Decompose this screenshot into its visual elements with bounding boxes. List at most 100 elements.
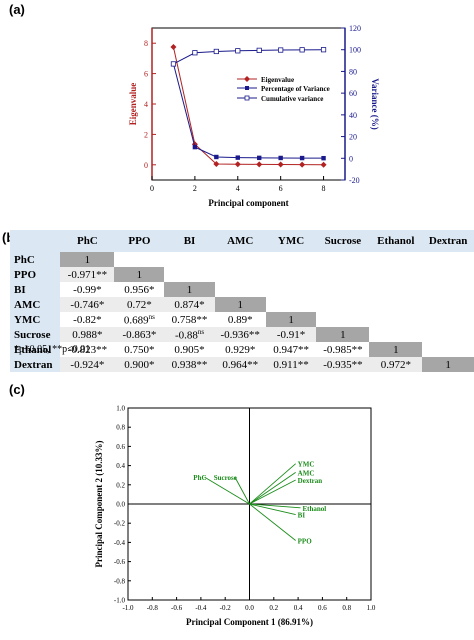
column-header: PPO xyxy=(114,230,165,252)
table-row: PhC 1 xyxy=(10,252,474,267)
empty-cell xyxy=(369,297,422,312)
empty-cell xyxy=(369,267,422,282)
correlation-cell: -0.82* xyxy=(73,313,102,326)
y2-tick-label: 120 xyxy=(349,24,361,33)
y-tick-label: -0.4 xyxy=(114,539,126,547)
empty-cell xyxy=(422,312,474,327)
vector-dextran xyxy=(249,479,296,505)
correlation-cell: -0.935** xyxy=(316,357,370,372)
x-tick-label: 0.4 xyxy=(294,604,303,612)
table-row: Ethanol -0.823** 0.750* 0.905* 0.929* 0.947**… xyxy=(10,342,474,357)
vector-label-ymc: YMC xyxy=(298,461,315,469)
empty-cell xyxy=(266,282,317,297)
vector-phc xyxy=(204,476,250,505)
empty-cell xyxy=(422,297,474,312)
legend-marker xyxy=(244,76,250,82)
correlation-cell: 0.874* xyxy=(164,297,215,312)
y-tick-label: 8 xyxy=(144,39,148,48)
cumulative-point xyxy=(192,50,198,56)
correlation-cell: 0.929* xyxy=(225,343,256,356)
x-axis-label: Principal Component 1 (86.91%) xyxy=(186,617,313,627)
empty-cell xyxy=(266,297,317,312)
column-header: BI xyxy=(164,230,215,252)
variance-point xyxy=(278,155,283,161)
y2-tick-label: 40 xyxy=(349,111,357,120)
x-tick-label: -0.6 xyxy=(171,604,183,612)
empty-cell xyxy=(316,252,369,267)
empty-cell xyxy=(316,282,369,297)
diagonal-cell: 1 xyxy=(316,327,370,342)
x-tick-label: 2 xyxy=(193,184,197,193)
vector-bi xyxy=(249,503,296,515)
y2-tick-label: 20 xyxy=(349,133,357,142)
table-footnote: *p<0.05, **p<0.01 xyxy=(14,344,91,355)
correlation-cell: -0.924* xyxy=(60,357,115,372)
y2-tick-label: -20 xyxy=(349,176,360,185)
vector-label-sucrose: Sucrose xyxy=(214,474,237,482)
x-tick-label: 0.6 xyxy=(318,604,327,612)
vector-amc xyxy=(249,471,296,505)
vector-label-bi: BI xyxy=(298,512,306,520)
y2-axis-label: Variance (%) xyxy=(370,78,380,129)
variance-point xyxy=(235,155,240,160)
correlation-cell: 0.988* xyxy=(60,327,115,342)
series-line-2 xyxy=(173,49,324,65)
table-row: AMC -0.746* 0.72* 0.874* 1 xyxy=(10,297,474,312)
correlation-cell: 0.947** xyxy=(273,343,309,356)
x-tick-label: -0.2 xyxy=(220,604,232,612)
y-tick-label: 0.4 xyxy=(116,462,125,470)
x-tick-label: 8 xyxy=(322,184,326,193)
eigenvalue-point xyxy=(234,161,241,168)
y-tick-label: 0 xyxy=(144,161,148,170)
eigenvalue-point xyxy=(170,44,177,50)
correlation-cell: 0.938** xyxy=(164,357,215,372)
y2-tick-label: 0 xyxy=(349,154,353,163)
y-tick-label: -0.6 xyxy=(114,558,126,566)
y-tick-label: 4 xyxy=(144,100,148,109)
correlation-cell: 0.905* xyxy=(174,343,205,356)
vector-ymc xyxy=(249,463,296,505)
empty-cell xyxy=(422,327,474,342)
correlation-cell: 0.750* xyxy=(124,343,155,356)
empty-cell xyxy=(114,252,164,267)
cumulative-point xyxy=(170,61,177,67)
diagonal-cell: 1 xyxy=(265,312,317,327)
y-tick-label: 2 xyxy=(144,130,148,139)
variance-point xyxy=(257,155,262,161)
correlation-cell: 0.964** xyxy=(214,357,266,372)
row-header: BI xyxy=(10,282,61,297)
correlation-table-panel: PhC PPO BI AMC YMC Sucrose Ethanol Dextran PhC 1… xyxy=(10,230,474,372)
x-tick-label: -0.8 xyxy=(147,604,159,612)
column-header: YMC xyxy=(265,230,317,252)
column-header: Dextran xyxy=(422,230,474,252)
eigenvalue-point xyxy=(256,161,263,168)
vector-sucrose xyxy=(234,476,250,505)
empty-cell xyxy=(369,312,422,327)
row-header: YMC xyxy=(10,312,61,327)
cumulative-point xyxy=(299,47,305,53)
y-tick-label: -0.8 xyxy=(114,577,126,585)
column-header: AMC xyxy=(214,230,266,252)
empty-cell xyxy=(422,252,474,267)
y-tick-label: 1.0 xyxy=(116,405,125,413)
diagonal-cell: 1 xyxy=(60,252,115,267)
column-header: Sucrose xyxy=(316,230,370,252)
table-row: Dextran -0.924* 0.900* 0.938** 0.964** 0.911*… xyxy=(10,357,474,372)
x-tick-label: 0.8 xyxy=(342,604,351,612)
vector-label-phc: PhC xyxy=(193,474,206,482)
correlation-cell: -0.985** xyxy=(323,343,363,356)
panel-label-c: (c) xyxy=(9,382,25,397)
column-header: PhC xyxy=(60,230,115,252)
cumulative-point xyxy=(213,48,219,55)
correlation-table: PhC PPO BI AMC YMC Sucrose Ethanol Dextran PhC 1… xyxy=(10,230,474,372)
row-header: AMC xyxy=(10,297,61,312)
x-tick-label: 1.0 xyxy=(367,604,376,612)
table-row: Sucrose 0.988* -0.863* -0.88ns -0.936** -0.91… xyxy=(10,327,474,342)
correlation-cell: 0.900* xyxy=(114,357,165,372)
y-tick-label: -0.2 xyxy=(114,520,126,528)
empty-cell xyxy=(369,252,422,267)
correlation-cell: 0.758** xyxy=(171,313,208,326)
row-header: Sucrose xyxy=(10,327,61,342)
y-tick-label: 0.2 xyxy=(116,481,125,489)
variance-point xyxy=(299,155,305,161)
